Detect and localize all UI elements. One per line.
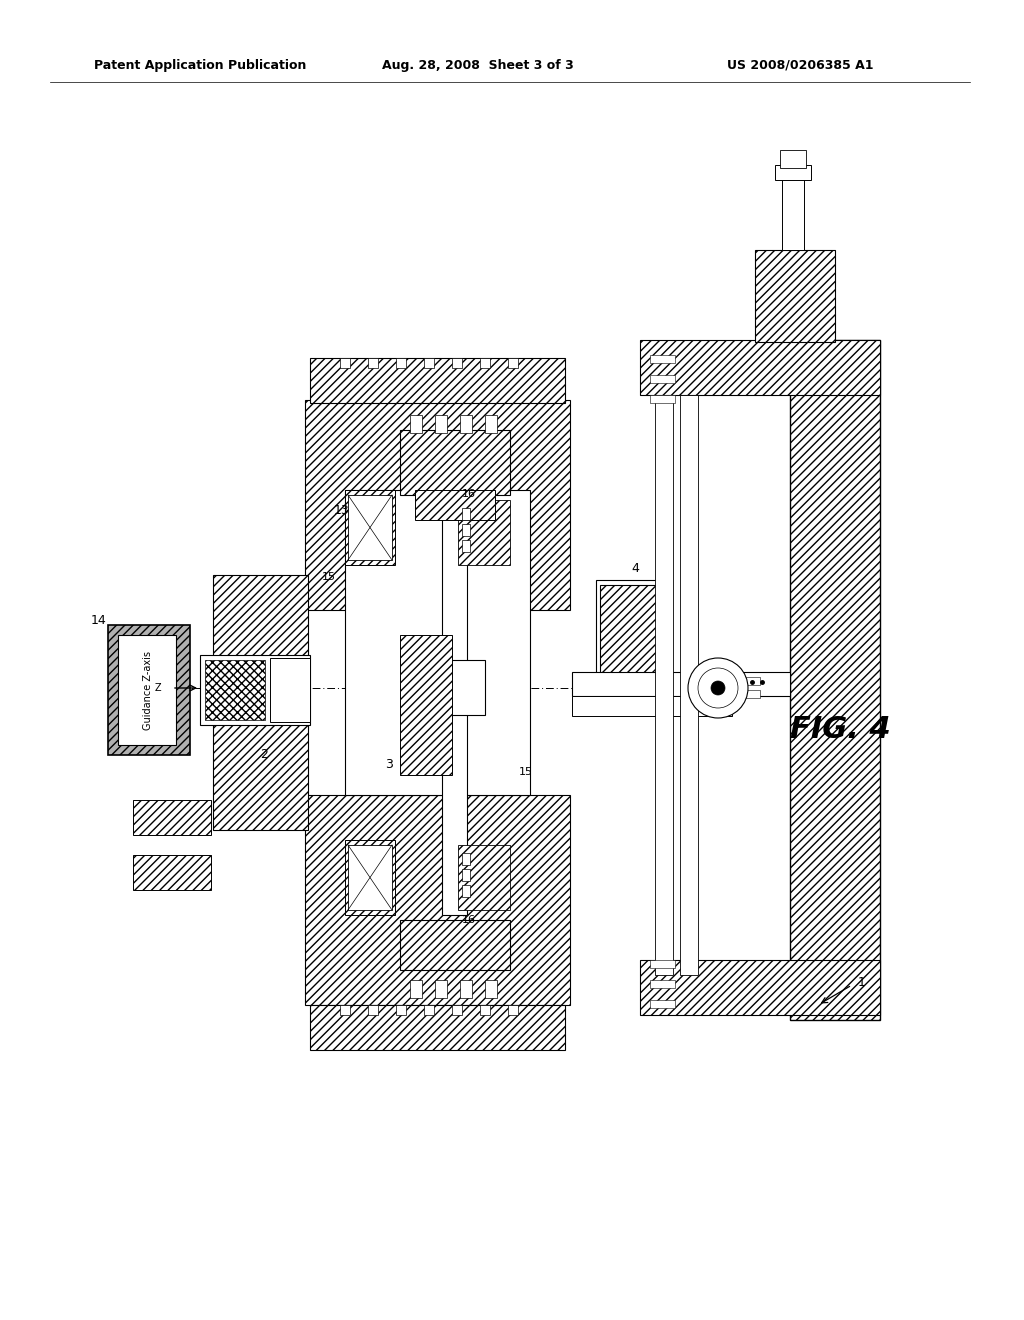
Bar	[775, 165, 811, 180]
Bar	[650, 1001, 675, 1008]
Bar	[650, 355, 675, 363]
Bar	[755, 249, 835, 342]
Bar	[655, 395, 673, 975]
Bar	[462, 869, 470, 880]
Bar	[640, 960, 880, 1015]
Bar	[508, 358, 518, 368]
Bar	[340, 358, 350, 368]
Bar	[340, 1005, 350, 1015]
Bar	[462, 540, 470, 552]
Bar	[452, 1005, 462, 1015]
Bar	[205, 660, 265, 719]
Bar	[458, 500, 510, 565]
Bar	[213, 576, 308, 830]
Bar	[462, 524, 470, 536]
Bar	[348, 845, 392, 909]
Text: 15: 15	[322, 572, 336, 582]
Text: 1: 1	[858, 975, 866, 989]
Text: 16: 16	[462, 488, 476, 499]
Bar	[415, 490, 495, 520]
Text: Z: Z	[155, 682, 162, 693]
Bar	[133, 855, 211, 890]
Bar	[458, 845, 510, 909]
Bar	[345, 840, 395, 915]
Bar	[508, 1005, 518, 1015]
Text: Patent Application Publication: Patent Application Publication	[94, 58, 306, 71]
Bar	[396, 1005, 406, 1015]
Bar	[410, 979, 422, 998]
Bar	[345, 490, 530, 795]
Bar	[790, 341, 880, 1020]
Text: 13: 13	[334, 503, 350, 516]
Bar	[400, 430, 510, 495]
Text: 3: 3	[385, 759, 393, 771]
Text: US 2008/0206385 A1: US 2008/0206385 A1	[727, 58, 873, 71]
Bar	[650, 395, 675, 403]
Bar	[442, 470, 467, 915]
Bar	[596, 579, 672, 682]
Bar	[435, 414, 447, 433]
Bar	[270, 657, 310, 722]
Bar	[345, 490, 395, 565]
Bar	[133, 800, 211, 836]
Bar	[572, 696, 732, 715]
Text: 15: 15	[519, 767, 534, 777]
Bar	[424, 1005, 434, 1015]
Bar	[460, 414, 472, 433]
Bar	[462, 884, 470, 898]
Bar	[782, 176, 804, 249]
Bar	[400, 920, 510, 970]
Bar	[462, 508, 470, 520]
Bar	[650, 979, 675, 987]
Bar	[108, 624, 190, 755]
Bar	[650, 375, 675, 383]
Bar	[680, 395, 698, 975]
Circle shape	[711, 681, 725, 696]
Bar	[396, 358, 406, 368]
Bar	[305, 400, 570, 610]
Text: 14: 14	[90, 614, 106, 627]
Bar	[480, 358, 490, 368]
Bar	[480, 1005, 490, 1015]
Bar	[600, 585, 668, 680]
Bar	[368, 358, 378, 368]
Circle shape	[688, 657, 748, 718]
Bar	[485, 979, 497, 998]
Bar	[400, 635, 452, 775]
Text: 4: 4	[631, 561, 639, 574]
Bar	[368, 1005, 378, 1015]
Bar	[572, 672, 790, 696]
Text: Aug. 28, 2008  Sheet 3 of 3: Aug. 28, 2008 Sheet 3 of 3	[382, 58, 573, 71]
Bar	[485, 414, 497, 433]
Bar	[735, 677, 760, 685]
Text: 16: 16	[462, 915, 476, 925]
Bar	[305, 795, 570, 1005]
Text: 2: 2	[260, 748, 268, 762]
Bar	[348, 495, 392, 560]
Bar	[310, 1005, 565, 1049]
Bar	[452, 358, 462, 368]
Bar	[200, 655, 310, 725]
Text: FIG. 4: FIG. 4	[790, 715, 891, 744]
Bar	[425, 660, 485, 715]
Bar	[735, 690, 760, 698]
Bar	[424, 358, 434, 368]
Bar	[310, 358, 565, 403]
Bar	[435, 979, 447, 998]
Bar	[650, 960, 675, 968]
Bar	[640, 341, 880, 395]
Bar	[780, 150, 806, 168]
Bar	[460, 979, 472, 998]
Bar	[118, 635, 176, 744]
Bar	[462, 853, 470, 865]
Bar	[410, 414, 422, 433]
Text: Guidance Z-axis: Guidance Z-axis	[143, 651, 153, 730]
